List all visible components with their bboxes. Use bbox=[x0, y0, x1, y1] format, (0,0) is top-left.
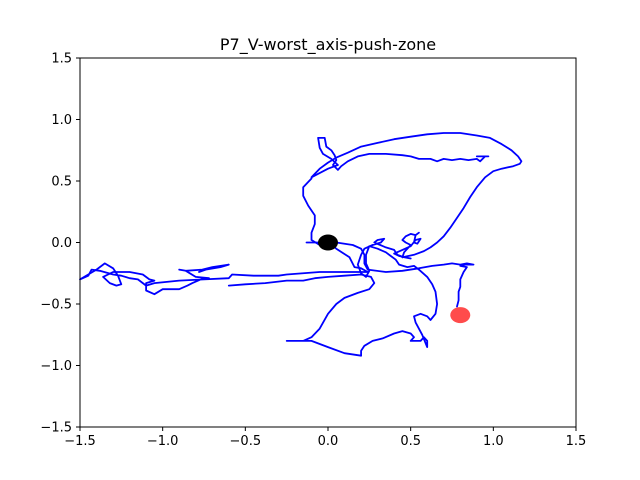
plot-area bbox=[79, 132, 523, 357]
goal-marker bbox=[450, 307, 471, 324]
trajectory-series-4 bbox=[302, 177, 475, 308]
x-tick-label: 1.0 bbox=[483, 434, 504, 449]
y-tick-label: 0.5 bbox=[51, 175, 72, 190]
x-tick-label: −0.5 bbox=[230, 434, 262, 449]
x-axis: −1.5 −1.0 −0.5 0.0 0.5 1.0 1.5 bbox=[64, 427, 586, 449]
x-tick-label: −1.5 bbox=[64, 434, 96, 449]
y-tick-label: −0.5 bbox=[40, 298, 72, 313]
trajectory-series-1 bbox=[79, 241, 369, 296]
trajectory-series-3 bbox=[310, 132, 523, 259]
y-axis: −1.5 −1.0 −0.5 0.0 0.5 1.0 1.5 bbox=[40, 52, 80, 436]
x-tick-label: −1.0 bbox=[147, 434, 179, 449]
chart-title: P7_V-worst_axis-push-zone bbox=[220, 35, 436, 55]
x-tick-label: 0.0 bbox=[318, 434, 339, 449]
x-tick-label: 0.5 bbox=[400, 434, 421, 449]
x-tick-label: 1.5 bbox=[566, 434, 587, 449]
y-tick-label: 1.5 bbox=[51, 52, 72, 67]
start-marker bbox=[318, 234, 338, 251]
y-tick-label: −1.0 bbox=[40, 359, 72, 374]
y-tick-label: 1.0 bbox=[51, 113, 72, 128]
y-tick-label: 0.0 bbox=[51, 236, 72, 251]
y-tick-label: −1.5 bbox=[40, 421, 72, 436]
trajectory-series-2 bbox=[227, 231, 438, 357]
